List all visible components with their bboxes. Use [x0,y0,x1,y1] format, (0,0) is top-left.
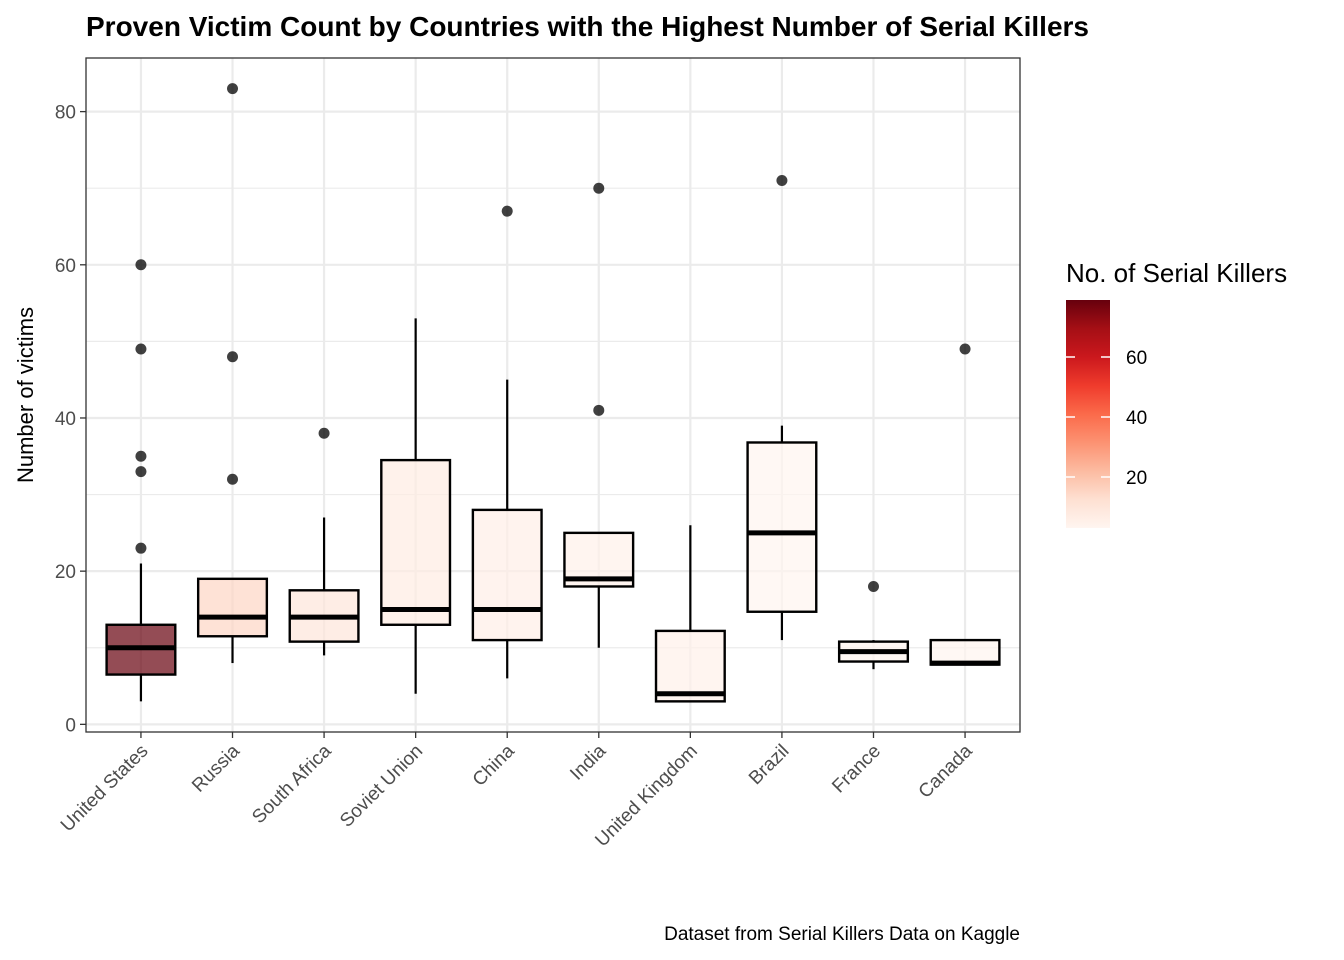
outlier-point [318,427,330,439]
box-france [837,580,910,670]
box-brazil [746,175,818,641]
outlier-point [501,205,513,217]
outlier-point [867,580,879,592]
box-india [563,182,635,648]
y-tick-label: 20 [55,562,76,583]
box-iqr [471,508,543,642]
x-tick-label: Soviet Union [336,741,427,832]
color-legend: No. of Serial Killers 20 40 60 [1066,258,1287,528]
outlier-point [135,450,147,462]
outlier-point [593,404,605,416]
outlier-point [776,175,788,187]
box-iqr [929,638,1001,666]
outlier-point [135,259,147,271]
outlier-point [227,473,239,485]
box-united-states [105,259,177,702]
box-soviet-union [380,318,452,694]
box-iqr [746,441,818,613]
legend-title: No. of Serial Killers [1066,258,1287,288]
legend-colorbar [1066,300,1110,528]
outlier-point [959,343,971,355]
x-tick-label: United States [57,741,153,837]
x-tick-label: France [828,741,885,798]
y-tick-label: 40 [55,409,76,430]
y-axis-title: Number of victims [13,307,38,483]
legend-tick-label: 60 [1126,348,1147,369]
x-tick-label: China [469,740,519,790]
outlier-point [227,83,239,95]
box-russia [196,83,269,664]
y-tick-label: 0 [65,715,76,736]
outlier-point [135,466,147,478]
box-china [471,205,543,679]
plot-border [85,57,1021,733]
box-united-kingdom [654,525,726,703]
y-tick-label: 80 [55,103,76,124]
y-axis: 0 20 40 60 80 [55,103,86,736]
x-axis: United States Russia South Africa Soviet Un… [57,732,977,851]
legend-tick-label: 40 [1126,408,1147,429]
box-south-africa [288,427,360,656]
outlier-point [593,182,605,194]
outlier-point [227,351,239,363]
box-iqr [196,577,269,638]
legend-tick-label: 20 [1126,468,1147,489]
outlier-point [135,343,147,355]
x-tick-label: South Africa [248,740,336,828]
y-tick-label: 60 [55,256,76,277]
chart-title: Proven Victim Count by Countries with th… [86,11,1089,42]
x-tick-label: India [566,740,610,784]
box-canada [929,343,1001,666]
chart-caption: Dataset from Serial Killers Data on Kagg… [664,924,1020,945]
box-series [105,83,1001,703]
outlier-point [135,542,147,554]
x-tick-label: Brazil [745,741,793,789]
box-iqr [380,458,452,626]
box-iqr [654,629,726,703]
x-tick-label: Russia [188,740,244,796]
x-tick-label: Canada [915,740,977,802]
